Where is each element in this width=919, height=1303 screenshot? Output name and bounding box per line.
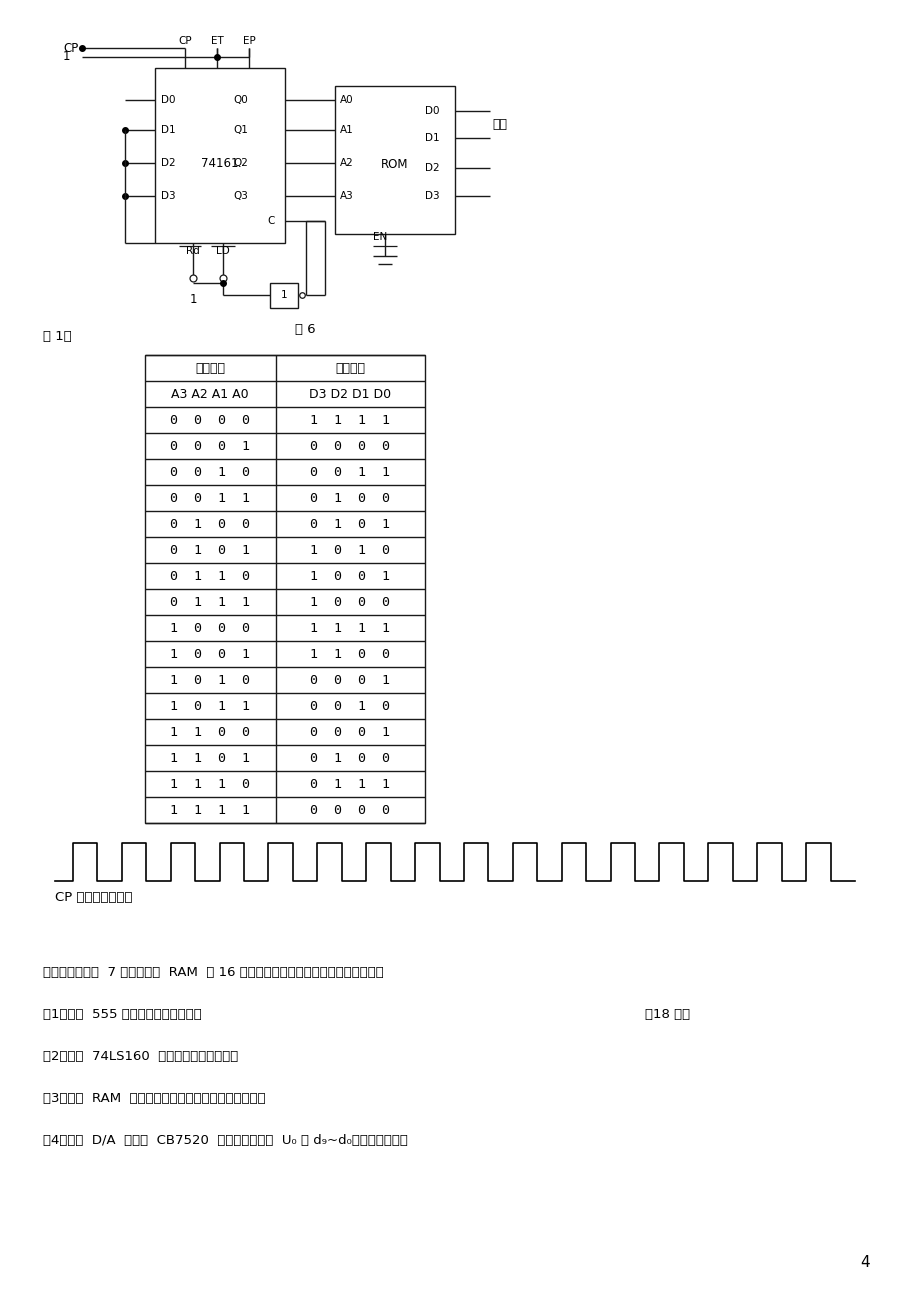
Bar — [335, 86, 455, 235]
Text: ET: ET — [210, 36, 223, 46]
Text: D0: D0 — [425, 106, 439, 116]
Text: D3: D3 — [161, 192, 176, 201]
Text: 八、综合分析图  7 所示电路，  RAM  的 16 个地址单元中的数据在表中列出。要求：: 八、综合分析图 7 所示电路， RAM 的 16 个地址单元中的数据在表中列出。… — [43, 966, 383, 979]
Text: D1: D1 — [161, 125, 176, 136]
Text: 0  0  0  1: 0 0 0 1 — [310, 674, 390, 687]
Text: A0: A0 — [340, 95, 353, 106]
Text: A3: A3 — [340, 192, 354, 201]
Text: 数据输出: 数据输出 — [335, 361, 365, 374]
Text: 输出: 输出 — [492, 117, 506, 130]
Text: 4: 4 — [859, 1255, 869, 1270]
Text: 1  0  1  1: 1 0 1 1 — [170, 700, 250, 713]
Text: CP: CP — [178, 36, 191, 46]
Text: C: C — [267, 216, 275, 225]
Text: 0  0  1  1: 0 0 1 1 — [170, 491, 250, 504]
Text: ROM: ROM — [380, 159, 408, 172]
Text: Q2: Q2 — [233, 158, 247, 168]
Text: 0  0  0  1: 0 0 0 1 — [170, 439, 250, 452]
Text: 1  1  1  1: 1 1 1 1 — [310, 413, 390, 426]
Text: 0  0  0  0: 0 0 0 0 — [310, 804, 390, 817]
Bar — [145, 354, 425, 823]
Text: D2: D2 — [425, 163, 439, 173]
Text: 1  0  1  0: 1 0 1 0 — [310, 543, 390, 556]
Text: 1  1  0  0: 1 1 0 0 — [310, 648, 390, 661]
Bar — [154, 68, 285, 242]
Text: 1  0  0  0: 1 0 0 0 — [170, 622, 250, 635]
Text: 0  0  0  1: 0 0 0 1 — [310, 726, 390, 739]
Text: Q3: Q3 — [233, 192, 247, 201]
Text: 0  0  1  0: 0 0 1 0 — [170, 465, 250, 478]
Text: 1: 1 — [280, 291, 287, 301]
Text: D3: D3 — [425, 192, 439, 201]
Text: Q1: Q1 — [233, 125, 247, 136]
Text: 1  1  1  1: 1 1 1 1 — [170, 804, 250, 817]
Text: 0  0  0  0: 0 0 0 0 — [170, 413, 250, 426]
Text: 地址输入: 地址输入 — [195, 361, 225, 374]
Bar — [269, 283, 298, 308]
Text: 1  1  1  1: 1 1 1 1 — [310, 622, 390, 635]
Text: EN: EN — [372, 232, 387, 242]
Text: EP: EP — [243, 36, 255, 46]
Text: 0  1  0  0: 0 1 0 0 — [310, 491, 390, 504]
Text: 0  1  1  0: 0 1 1 0 — [170, 569, 250, 582]
Text: A3 A2 A1 A0: A3 A2 A1 A0 — [171, 387, 248, 400]
Text: （18 分）: （18 分） — [644, 1009, 689, 1022]
Text: （3）说明  RAM  在此处于什么工作状态，起什么作用？: （3）说明 RAM 在此处于什么工作状态，起什么作用？ — [43, 1092, 266, 1105]
Text: （1）说明  555 定时器构成什么电路？: （1）说明 555 定时器构成什么电路？ — [43, 1009, 201, 1022]
Text: 1  0  0  1: 1 0 0 1 — [170, 648, 250, 661]
Text: 1  0  0  1: 1 0 0 1 — [310, 569, 390, 582]
Text: LD: LD — [216, 246, 230, 255]
Text: 1  0  1  0: 1 0 1 0 — [170, 674, 250, 687]
Text: 74161: 74161 — [201, 156, 239, 169]
Text: D3 D2 D1 D0: D3 D2 D1 D0 — [309, 387, 391, 400]
Text: 0  1  1  1: 0 1 1 1 — [310, 778, 390, 791]
Text: D2: D2 — [161, 158, 176, 168]
Text: 0  1  0  0: 0 1 0 0 — [310, 752, 390, 765]
Text: 1  1  1  0: 1 1 1 0 — [170, 778, 250, 791]
Text: CP 波形如图所示：: CP 波形如图所示： — [55, 891, 132, 904]
Text: D0: D0 — [161, 95, 176, 106]
Text: 1: 1 — [62, 51, 71, 64]
Text: 0  1  0  0: 0 1 0 0 — [170, 517, 250, 530]
Text: D1: D1 — [425, 133, 439, 143]
Text: A2: A2 — [340, 158, 354, 168]
Text: 1  1  0  1: 1 1 0 1 — [170, 752, 250, 765]
Text: 1  0  0  0: 1 0 0 0 — [310, 595, 390, 609]
Text: Q0: Q0 — [233, 95, 247, 106]
Text: （4）写出  D/A  转换器  CB7520  的输出表达式（  U₀ 与 d₉~d₀之间的关系）：: （4）写出 D/A 转换器 CB7520 的输出表达式（ U₀ 与 d₉~d₀之… — [43, 1134, 407, 1147]
Text: 0  0  0  0: 0 0 0 0 — [310, 439, 390, 452]
Text: 0  1  0  1: 0 1 0 1 — [310, 517, 390, 530]
Text: 1: 1 — [189, 293, 197, 306]
Text: （2）说明  74LS160  构成多少进制计数器？: （2）说明 74LS160 构成多少进制计数器？ — [43, 1050, 238, 1063]
Text: 0  1  0  1: 0 1 0 1 — [170, 543, 250, 556]
Text: 0  0  1  0: 0 0 1 0 — [310, 700, 390, 713]
Text: A1: A1 — [340, 125, 354, 136]
Text: 0  0  1  1: 0 0 1 1 — [310, 465, 390, 478]
Text: 0  1  1  1: 0 1 1 1 — [170, 595, 250, 609]
Text: 图 6: 图 6 — [294, 323, 315, 336]
Text: 1  1  0  0: 1 1 0 0 — [170, 726, 250, 739]
Text: CP: CP — [62, 42, 78, 55]
Text: Rd: Rd — [186, 246, 199, 255]
Text: 表 1：: 表 1： — [43, 330, 72, 343]
